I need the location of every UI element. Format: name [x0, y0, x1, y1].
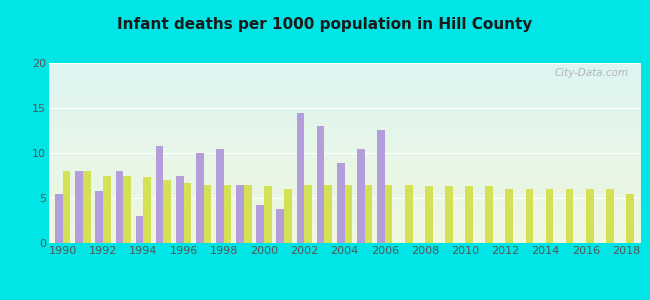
Bar — [124, 176, 131, 243]
Bar — [96, 191, 103, 243]
Bar — [337, 163, 344, 243]
Bar — [163, 180, 171, 243]
Bar — [526, 189, 533, 243]
Bar — [196, 153, 203, 243]
Bar — [324, 184, 332, 243]
Text: Infant deaths per 1000 population in Hill County: Infant deaths per 1000 population in Hil… — [117, 16, 533, 32]
Bar — [405, 184, 413, 243]
Bar — [136, 216, 143, 243]
Bar — [183, 183, 191, 243]
Bar — [83, 171, 90, 243]
Bar — [546, 189, 553, 243]
Bar — [264, 186, 272, 243]
Bar — [63, 171, 70, 243]
Bar — [75, 171, 83, 243]
Text: City-Data.com: City-Data.com — [554, 68, 629, 78]
Bar — [344, 184, 352, 243]
Bar — [317, 126, 324, 243]
Bar — [365, 184, 372, 243]
Bar — [143, 177, 151, 243]
Bar — [486, 186, 493, 243]
Bar — [176, 176, 183, 243]
Bar — [284, 189, 292, 243]
Bar — [385, 184, 393, 243]
Bar — [377, 130, 385, 243]
Bar — [296, 113, 304, 243]
Bar — [304, 184, 312, 243]
Bar — [465, 186, 473, 243]
Bar — [256, 205, 264, 243]
Bar — [586, 189, 593, 243]
Bar — [203, 184, 211, 243]
Bar — [425, 186, 433, 243]
Bar — [216, 148, 224, 243]
Bar — [276, 209, 284, 243]
Bar — [244, 184, 252, 243]
Bar — [116, 171, 124, 243]
Bar — [55, 194, 63, 243]
Bar — [236, 184, 244, 243]
Bar — [606, 189, 614, 243]
Bar — [566, 189, 573, 243]
Bar — [103, 176, 111, 243]
Legend: Hill County, Texas: Hill County, Texas — [250, 296, 439, 300]
Bar — [506, 189, 513, 243]
Bar — [224, 184, 231, 243]
Bar — [626, 194, 634, 243]
Bar — [445, 186, 453, 243]
Bar — [156, 146, 163, 243]
Bar — [357, 148, 365, 243]
